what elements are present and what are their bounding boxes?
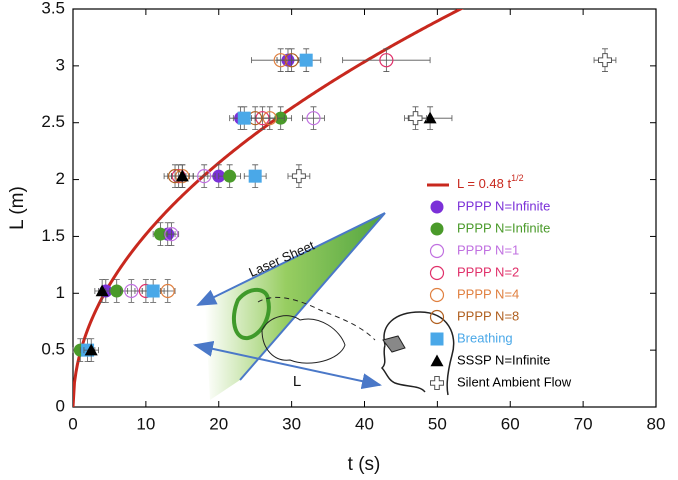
legend-marker [430, 222, 444, 236]
point [237, 111, 251, 125]
x-tick-label: 80 [647, 414, 666, 433]
flow-outline [257, 296, 376, 341]
y-tick-label: 1 [56, 283, 65, 302]
x-tick-label: 0 [68, 414, 77, 433]
head-outline [380, 311, 455, 396]
inset-diagram: Laser Sheet L [193, 212, 455, 400]
sheet-arrow [196, 212, 386, 306]
point [164, 227, 179, 242]
legend-marker [430, 376, 444, 390]
legend-label: PPPP N=8 [457, 308, 519, 323]
y-error-bar [128, 279, 135, 303]
y-tick-label: 3.5 [41, 0, 65, 17]
point [95, 284, 109, 297]
point [84, 343, 98, 356]
legend-marker [430, 354, 444, 367]
point [306, 111, 321, 126]
legend-marker [429, 243, 445, 259]
point [223, 169, 237, 183]
y-error-bar [168, 222, 175, 246]
legend-label: PPPP N=Infinite [457, 198, 550, 213]
point [248, 169, 262, 183]
x-tick-label: 10 [136, 414, 155, 433]
point [175, 169, 189, 182]
point [408, 111, 423, 126]
plot-frame [72, 8, 657, 408]
legend-label-sup: 1/2 [511, 173, 524, 183]
y-tick-label: 1.5 [41, 226, 65, 245]
y-axis-title: L (m) [7, 186, 28, 230]
legend-marker [430, 200, 444, 214]
y-error-bar [383, 48, 390, 72]
legend-label-text: L = 0.48 t [457, 176, 511, 191]
y-tick-label: 0.5 [41, 340, 65, 359]
y-tick-label: 2.5 [41, 112, 65, 131]
legend-marker [429, 265, 445, 281]
point [423, 111, 437, 124]
point [597, 53, 612, 68]
x-tick-label: 30 [282, 414, 301, 433]
x-tick-label: 70 [574, 414, 593, 433]
laser-sheet [205, 213, 385, 400]
point [299, 53, 313, 67]
y-tick-label: 0 [56, 396, 65, 415]
point [197, 169, 212, 184]
puff-outline [231, 287, 271, 341]
y-error-bar [201, 164, 208, 188]
annotation: L [293, 373, 301, 390]
fit-curve [73, 9, 464, 407]
legend-label: SSSP N=Infinite [457, 352, 550, 367]
legend-label: PPPP N=2 [457, 264, 519, 279]
point [291, 169, 306, 184]
y-error-bar [164, 279, 171, 303]
legend-label: PPPP N=Infinite [457, 220, 550, 235]
distance-arrow [193, 340, 382, 390]
legend-marker [429, 309, 445, 325]
legend-marker [430, 332, 444, 346]
x-axis-title: t (s) [348, 454, 381, 475]
point [379, 53, 394, 68]
legend-label: PPPP N=4 [457, 286, 519, 301]
legend-label: L = 0.48 t1/2 [457, 173, 524, 191]
x-tick-label: 40 [355, 414, 374, 433]
mask [382, 335, 406, 353]
legend-label: PPPP N=1 [457, 242, 519, 257]
legend-label: Silent Ambient Flow [457, 374, 572, 389]
y-tick-label: 3 [56, 55, 65, 74]
x-tick-label: 50 [428, 414, 447, 433]
point [153, 227, 167, 241]
x-tick-label: 60 [501, 414, 520, 433]
y-tick-label: 2 [56, 169, 65, 188]
legend-label: Breathing [457, 330, 513, 345]
legend-marker [429, 287, 445, 303]
point [146, 284, 160, 298]
y-error-bar [310, 106, 317, 130]
point [110, 284, 124, 298]
x-tick-label: 20 [209, 414, 228, 433]
